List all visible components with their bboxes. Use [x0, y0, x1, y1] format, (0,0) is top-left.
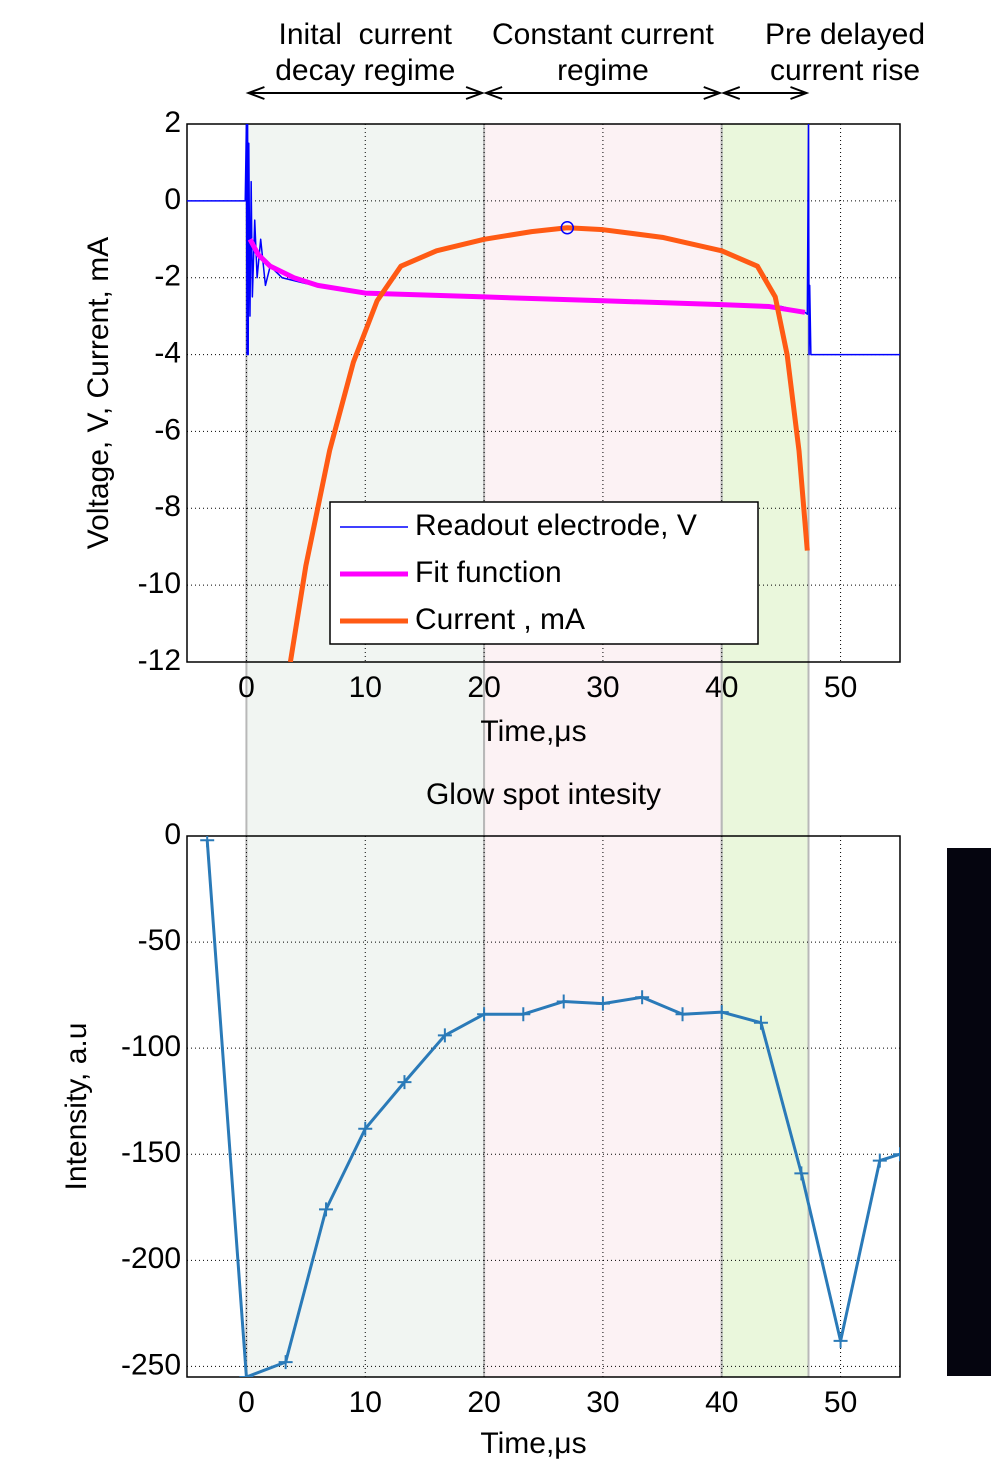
highlight-point: [560, 221, 575, 235]
y-tick-label: -12: [138, 644, 181, 677]
arrow-head: [483, 86, 723, 100]
x-tick-label: 20: [467, 1386, 500, 1419]
plot-area: [187, 124, 900, 662]
y-tick-label: -200: [121, 1242, 181, 1275]
y-tick-label: -2: [154, 260, 181, 293]
legend-label: Current , mA: [415, 603, 585, 636]
data-point: [753, 1015, 768, 1030]
axes-box: [186, 835, 901, 1378]
y-axis-label: Intensity, a.u: [60, 1023, 93, 1191]
series-line: [287, 225, 810, 662]
region-label: Pre delayed: [765, 18, 925, 51]
region-label: current rise: [770, 54, 920, 87]
data-point: [635, 990, 650, 1005]
x-tick-label: 40: [705, 671, 738, 704]
y-tick-label: -150: [121, 1136, 181, 1169]
x-tick-label: 0: [238, 671, 255, 704]
y-tick-label: 0: [164, 818, 181, 851]
y-tick-label: 0: [164, 183, 181, 216]
x-tick-label: 30: [586, 671, 619, 704]
data-point: [675, 1007, 690, 1022]
x-axis-label: Time,μs: [480, 715, 586, 748]
data-point: [319, 1202, 334, 1217]
data-point: [516, 1007, 531, 1022]
series-line: [247, 238, 806, 315]
region-label: Constant current: [492, 18, 714, 51]
y-tick-label: 2: [164, 106, 181, 139]
background: [245, 124, 810, 1377]
data-point: [477, 1007, 492, 1022]
y-tick-label: -100: [121, 1030, 181, 1063]
axes-box: [186, 123, 901, 663]
x-tick-label: 10: [349, 1386, 382, 1419]
data-point: [200, 836, 215, 848]
x-tick-label: 30: [586, 1386, 619, 1419]
y-tick-label: -6: [154, 413, 181, 446]
camera-image: [947, 848, 991, 1376]
data-point: [556, 994, 571, 1009]
data-point: [437, 1028, 452, 1043]
y-tick-label: -10: [138, 567, 181, 600]
arrow-head: [245, 86, 485, 100]
region-label: Inital current: [279, 18, 453, 51]
y-tick-label: -4: [154, 336, 181, 369]
data-point: [893, 1147, 900, 1162]
x-axis-label: Time,μs: [480, 1427, 586, 1460]
x-tick-label: 20: [467, 671, 500, 704]
region-label: regime: [557, 54, 649, 87]
y-axis-label: Voltage, V, Current, mA: [82, 237, 115, 549]
data-point: [278, 1355, 293, 1370]
data-point: [872, 1153, 887, 1168]
region: [246, 124, 485, 1377]
plot-area: [200, 836, 900, 1377]
y-tick-label: -250: [121, 1348, 181, 1381]
data-point: [833, 1333, 848, 1348]
data-point: [397, 1075, 412, 1090]
region: [721, 124, 809, 1377]
x-tick-label: 10: [349, 671, 382, 704]
arrow-head: [720, 86, 810, 100]
y-tick-label: -50: [138, 924, 181, 957]
chart-title: Glow spot intesity: [426, 778, 661, 811]
legend-label: Fit function: [415, 556, 562, 589]
region: [484, 124, 722, 1377]
data-point: [239, 1370, 254, 1377]
x-tick-label: 40: [705, 1386, 738, 1419]
y-tick-label: -8: [154, 490, 181, 523]
region-label: decay regime: [275, 54, 455, 87]
x-tick-label: 50: [824, 1386, 857, 1419]
data-point: [358, 1121, 373, 1136]
data-point: [794, 1166, 809, 1181]
data-point: [714, 1005, 729, 1020]
data-point: [595, 996, 610, 1011]
x-tick-label: 0: [238, 1386, 255, 1419]
legend-label: Readout electrode, V: [415, 509, 697, 542]
series-line: [187, 124, 900, 356]
x-tick-label: 50: [824, 671, 857, 704]
